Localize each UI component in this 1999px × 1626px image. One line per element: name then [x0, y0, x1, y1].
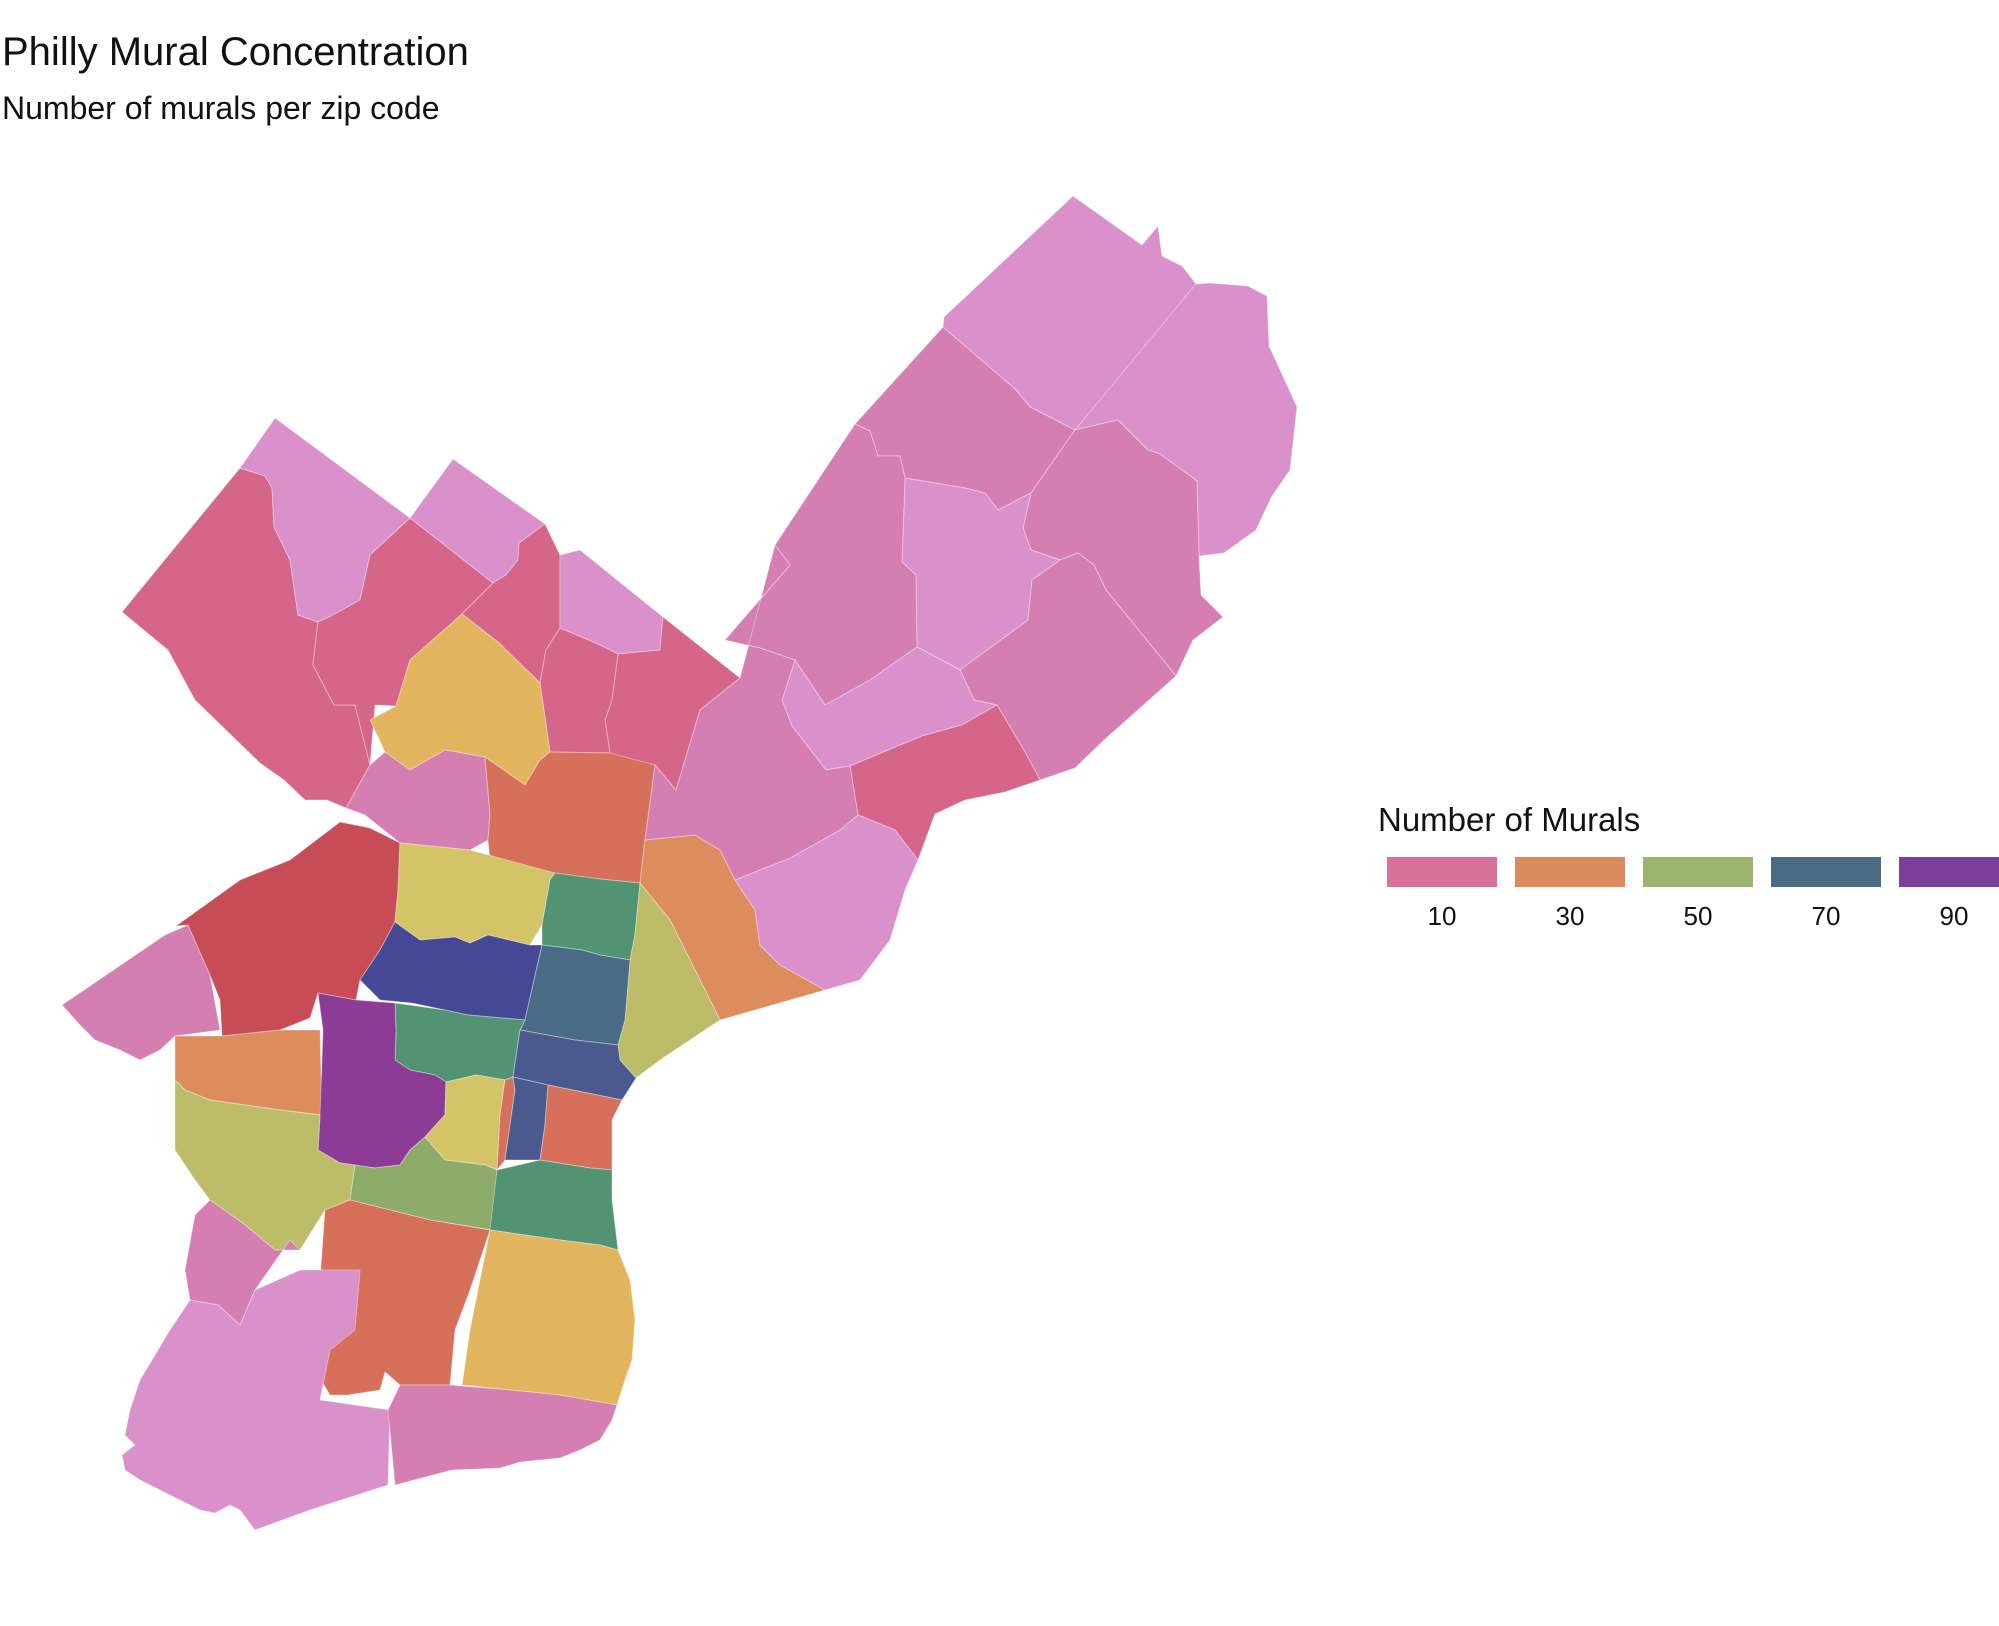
zip-region[interactable]: [121, 1269, 391, 1531]
legend-label: 30: [1555, 901, 1585, 931]
legend: Number of Murals 10 30 50 70 90: [1378, 800, 1999, 931]
zip-region[interactable]: [644, 544, 859, 881]
legend-swatch: [1515, 857, 1625, 887]
legend-label: 70: [1811, 901, 1841, 931]
legend-keys: 10 30 50 70 90: [1378, 857, 1999, 931]
legend-item: 30: [1506, 857, 1634, 931]
legend-swatch: [1643, 857, 1753, 887]
legend-item: 70: [1762, 857, 1890, 931]
zip-region[interactable]: [61, 924, 221, 1061]
legend-item: 90: [1890, 857, 1999, 931]
legend-label: 10: [1427, 901, 1457, 931]
legend-item: 10: [1378, 857, 1506, 931]
legend-swatch: [1387, 857, 1497, 887]
legend-label: 90: [1939, 901, 1969, 931]
zip-region[interactable]: [184, 1199, 301, 1326]
zip-region[interactable]: [734, 814, 919, 991]
map-title: Philly Mural Concentration: [2, 30, 469, 74]
zip-region[interactable]: [539, 1084, 623, 1171]
map-subtitle: Number of murals per zip code: [2, 90, 440, 126]
legend-title: Number of Murals: [1378, 801, 1641, 838]
zip-region[interactable]: [512, 1029, 637, 1101]
legend-item: 50: [1634, 857, 1762, 931]
zip-region[interactable]: [387, 1384, 618, 1486]
zip-regions: [61, 195, 1298, 1531]
zip-region[interactable]: [461, 1229, 636, 1406]
legend-swatch: [1899, 857, 1999, 887]
legend-swatch: [1771, 857, 1881, 887]
legend-label: 50: [1683, 901, 1713, 931]
zip-region[interactable]: [504, 1076, 549, 1161]
